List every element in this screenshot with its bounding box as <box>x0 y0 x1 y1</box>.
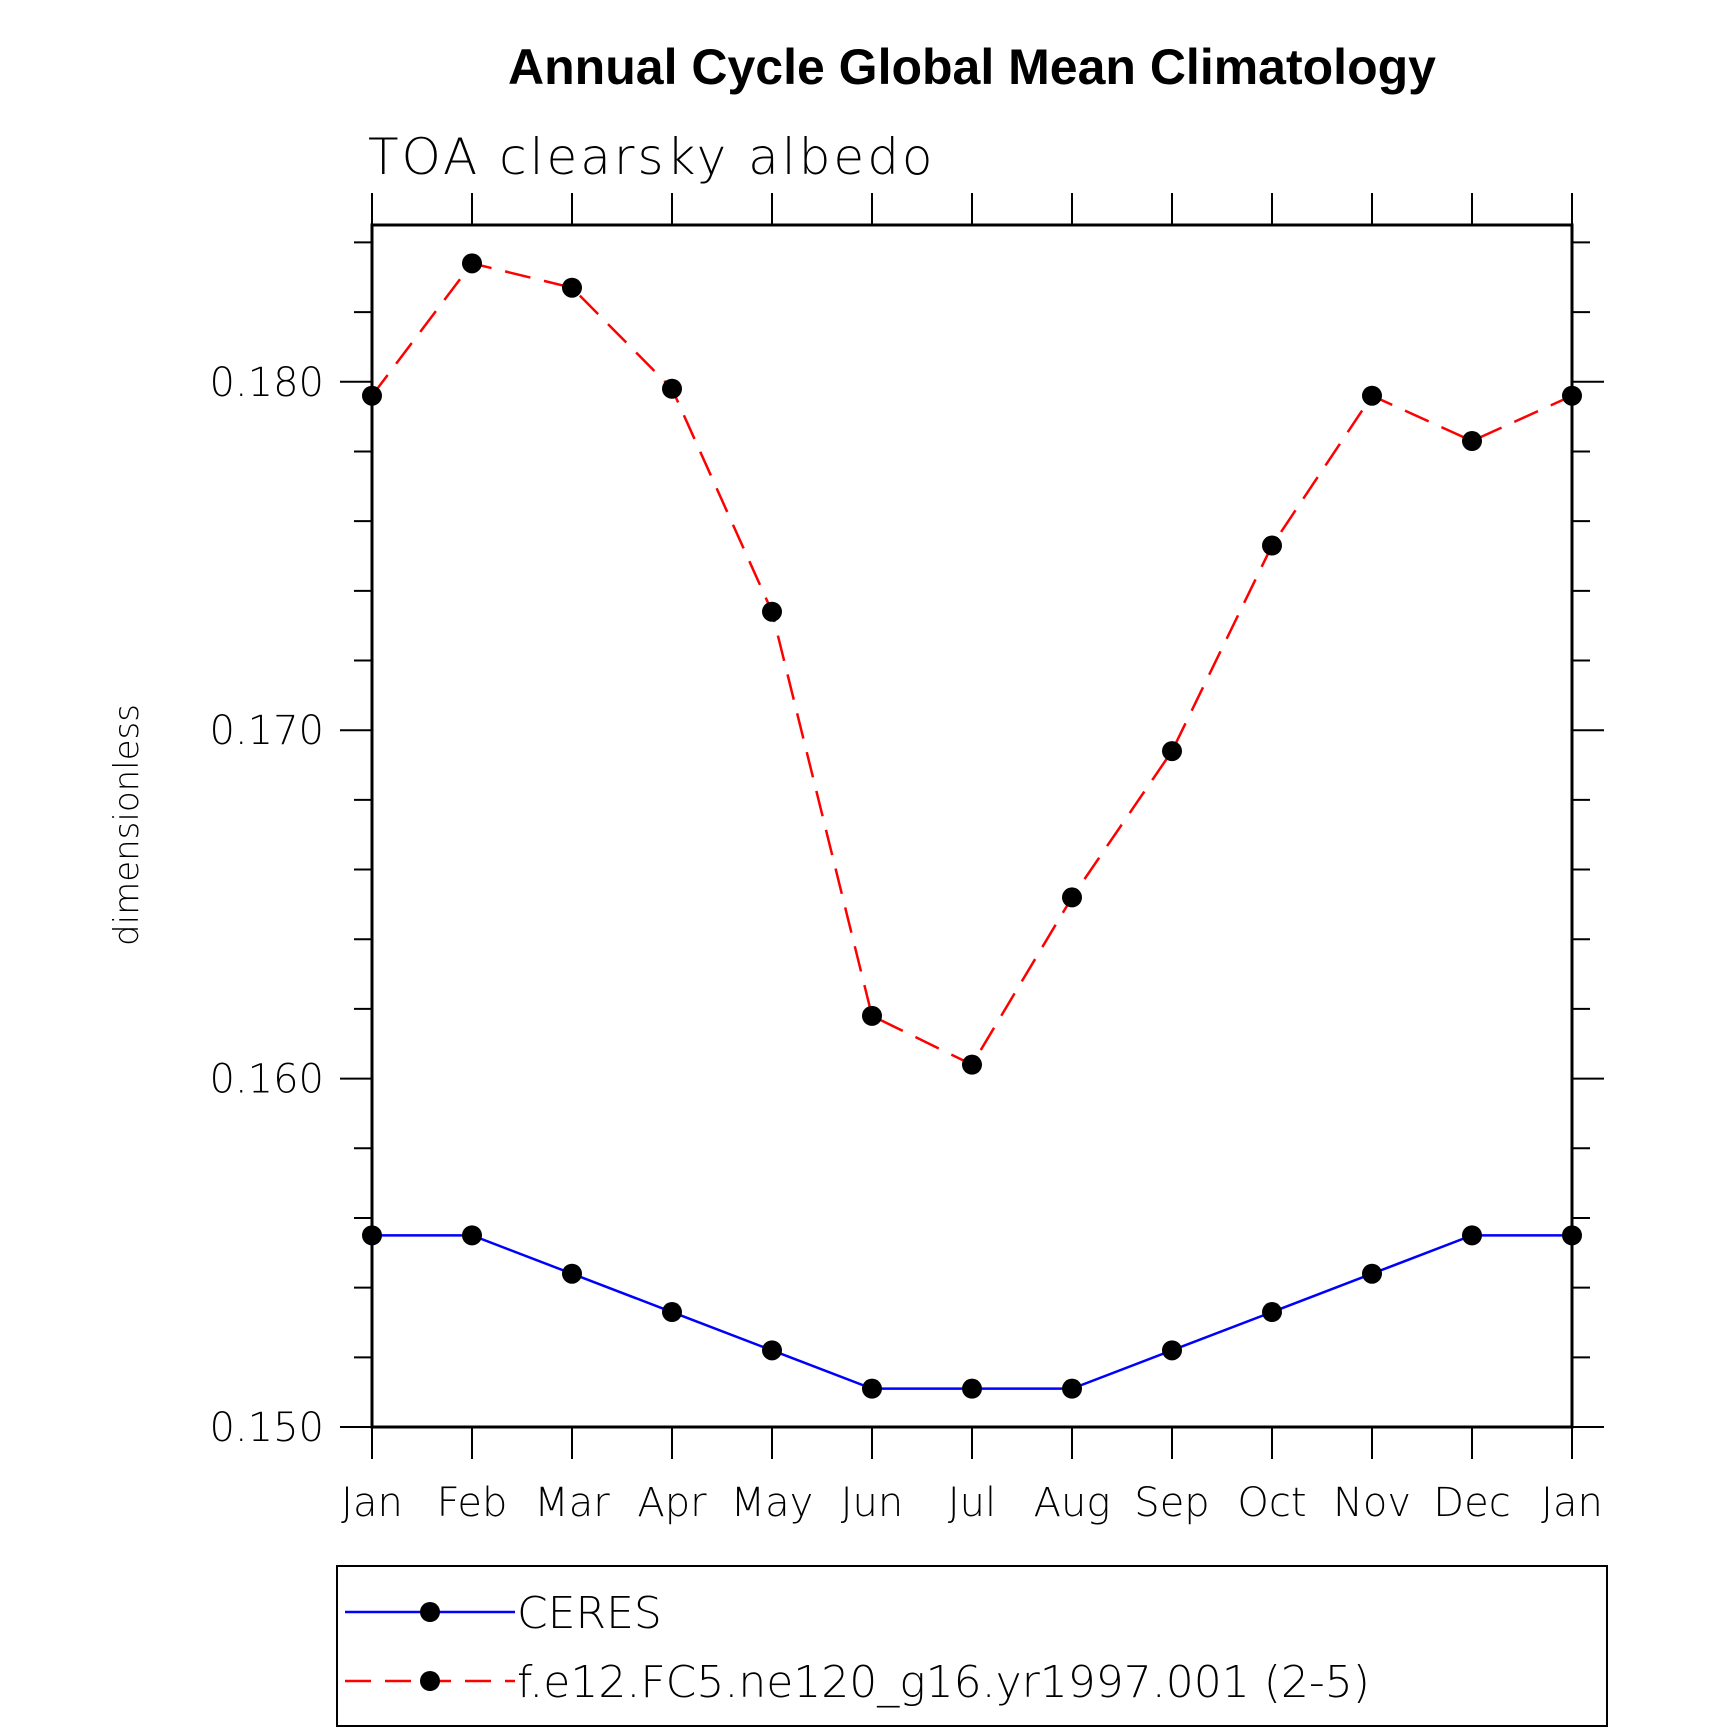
y-tick-label: 0.180 <box>209 360 324 406</box>
x-tick-label: Dec <box>1433 1480 1510 1526</box>
series-0-point <box>362 1225 382 1246</box>
series-1-point <box>762 601 782 622</box>
x-tick-label: Apr <box>637 1480 707 1526</box>
series-0-point <box>1162 1340 1182 1361</box>
series-line-1 <box>371 261 1573 1067</box>
chart-title: Annual Cycle Global Mean Climatology <box>508 39 1436 95</box>
y-axis-ticks: 0.150 0.160 0.170 0.180 <box>209 241 1604 1451</box>
x-tick-label: Sep <box>1134 1480 1209 1526</box>
series-1-point <box>562 277 582 298</box>
y-tick-label: 0.160 <box>209 1057 324 1103</box>
series-1-point <box>1462 431 1482 452</box>
series-1-point <box>1162 741 1182 762</box>
x-tick-label: Mar <box>534 1480 610 1526</box>
series-0-point <box>1362 1263 1382 1284</box>
y-tick-label: 0.150 <box>209 1405 324 1451</box>
x-tick-label: Jan <box>1541 1480 1603 1526</box>
series-1-point <box>862 1005 882 1026</box>
series-0-point <box>862 1378 882 1399</box>
series-0-point <box>1262 1302 1282 1323</box>
legend-label: CERES <box>517 1588 662 1639</box>
x-tick-label: Jul <box>948 1480 996 1526</box>
x-tick-label: Oct <box>1237 1480 1306 1526</box>
series-0-point <box>462 1225 482 1246</box>
series-layer <box>362 253 1582 1399</box>
x-tick-label: Aug <box>1034 1480 1111 1526</box>
series-1-point <box>962 1054 982 1075</box>
y-axis-label: dimensionless <box>107 704 147 946</box>
series-line-0 <box>372 1234 1572 1390</box>
x-tick-label: Nov <box>1333 1480 1411 1526</box>
series-1-point <box>662 378 682 399</box>
x-axis-ticks: Jan Feb Mar Apr May Jun Jul Aug Sep Oct Nov Dec Jan <box>341 193 1603 1526</box>
series-0-point <box>1562 1225 1582 1246</box>
legend-label: f.e12.FC5.ne120_g16.yr1997.001 (2-5) <box>517 1657 1370 1708</box>
series-1-point <box>1562 385 1582 406</box>
legend-marker-0 <box>420 1602 440 1622</box>
x-tick-label: Jan <box>341 1480 403 1526</box>
series-0-point <box>962 1378 982 1399</box>
x-tick-label: Jun <box>841 1480 904 1526</box>
legend-box <box>336 1565 1608 1727</box>
x-tick-label: Feb <box>437 1480 508 1526</box>
series-1-point <box>362 385 382 406</box>
series-1-point <box>1062 887 1082 908</box>
series-0-point <box>662 1302 682 1323</box>
y-tick-label: 0.170 <box>209 708 324 754</box>
series-0-point <box>1062 1378 1082 1399</box>
x-tick-label: May <box>731 1480 814 1526</box>
series-1-point <box>1362 385 1382 406</box>
series-0-point <box>562 1263 582 1284</box>
legend: CERES f.e12.FC5.ne120_g16.yr1997.001 (2-5… <box>336 1565 1608 1727</box>
series-0-point <box>1462 1225 1482 1246</box>
series-0-point <box>762 1340 782 1361</box>
series-1-point <box>1262 535 1282 556</box>
series-1-point <box>462 253 482 274</box>
legend-marker-1 <box>420 1671 440 1691</box>
chart-subtitle: TOA clearsky albedo <box>368 128 936 186</box>
